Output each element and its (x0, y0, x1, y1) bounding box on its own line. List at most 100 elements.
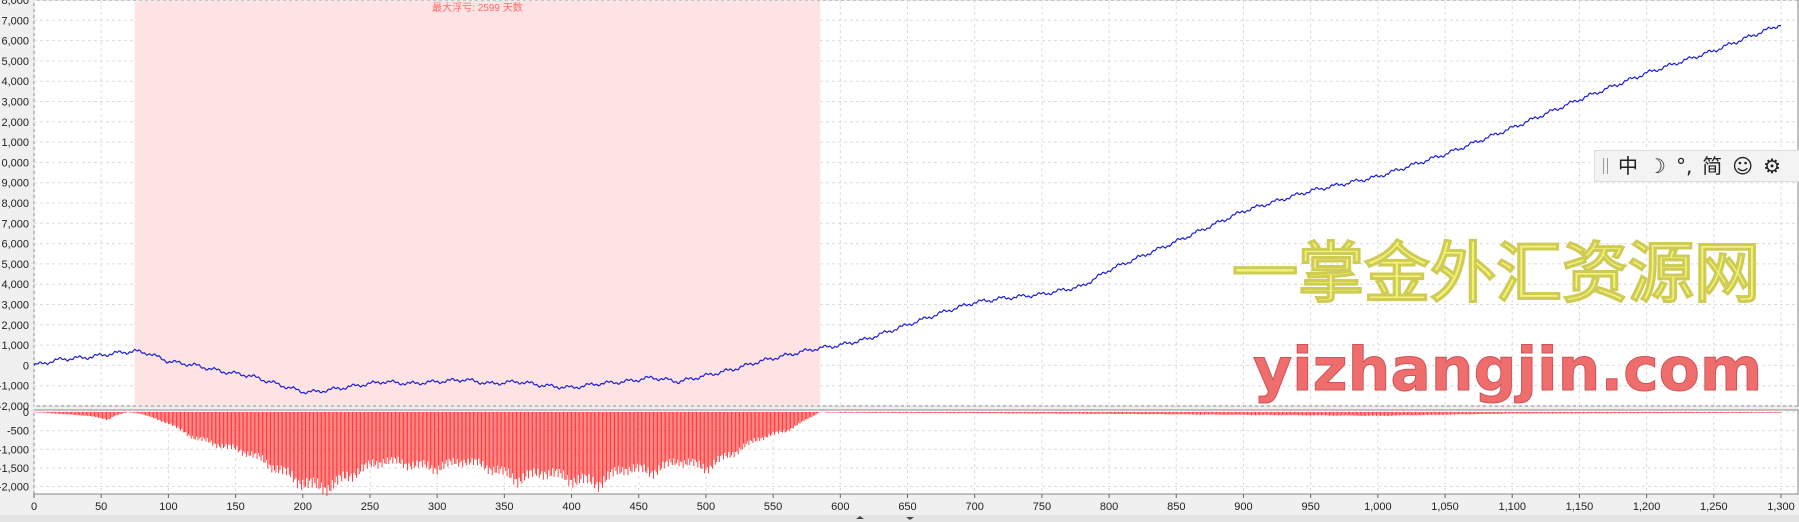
drawdown-bar (65, 412, 67, 415)
drawdown-bar (1686, 412, 1688, 413)
drawdown-bar (280, 412, 282, 466)
y-tick-label: -2,000 (0, 401, 29, 413)
drawdown-bar (1354, 412, 1356, 416)
drawdown-bar (782, 412, 783, 433)
drawdown-bar (1409, 412, 1411, 416)
simplified-icon[interactable]: 简 (1702, 154, 1723, 178)
drawdown-bar (88, 412, 90, 416)
drawdown-bar (1468, 412, 1470, 415)
drawdown-bar (1076, 412, 1078, 414)
drawdown-bar (474, 412, 476, 460)
drawdown-bar (270, 412, 271, 466)
drawdown-bar (205, 412, 207, 442)
drawdown-bar (735, 412, 736, 452)
drawdown-bar (1267, 412, 1269, 415)
drawdown-bar (1346, 412, 1348, 416)
drawdown-bar (276, 412, 278, 466)
drawdown-bar (1769, 412, 1771, 413)
drawdown-bar (405, 412, 407, 464)
drawdown-bar (1419, 412, 1420, 416)
drawdown-bar (1315, 412, 1317, 415)
drawdown-bar (1664, 412, 1666, 414)
drawdown-bar (1214, 412, 1216, 415)
horizontal-scrollbar[interactable] (0, 515, 1799, 522)
drawdown-bar (779, 412, 781, 431)
drawdown-bar (733, 412, 735, 458)
scroll-arrow-icon[interactable] (906, 517, 914, 520)
drawdown-bar (1513, 412, 1515, 414)
drawdown-bar (110, 412, 112, 419)
drawdown-bar (1079, 412, 1080, 414)
drawdown-bar (227, 412, 228, 449)
drawdown-bar (1740, 412, 1742, 413)
drawdown-bar (471, 412, 473, 458)
drawdown-bar (1389, 412, 1391, 416)
drawdown-bar (1435, 412, 1437, 415)
drawdown-bar (622, 412, 624, 468)
drawdown-bar (1642, 412, 1644, 414)
drawdown-bar (412, 412, 414, 462)
drawdown-bar (314, 412, 316, 483)
drawdown-bar (1036, 412, 1037, 414)
punctuation-icon[interactable]: °, (1675, 154, 1693, 178)
drawdown-bar (642, 412, 644, 473)
drawdown-bar (928, 412, 930, 414)
drawdown-bar (163, 412, 165, 423)
drawdown-bar (1115, 412, 1117, 415)
drawdown-bar (1077, 412, 1079, 414)
drawdown-bar (1498, 412, 1500, 414)
drawdown-bar (1210, 412, 1212, 415)
drawdown-bar (1233, 412, 1235, 415)
max-drawdown-label: 最大浮亏: 2599 天数 (432, 1, 523, 14)
settings-icon[interactable]: ⚙ (1763, 154, 1782, 178)
drawdown-bar (943, 412, 945, 414)
drawdown-bar (339, 412, 341, 476)
drawdown-bar (1253, 412, 1255, 415)
drawdown-bar (1268, 412, 1270, 415)
drawdown-bar (607, 412, 609, 472)
drawdown-bar (188, 412, 189, 435)
drawdown-bar (68, 412, 70, 415)
drawdown-bar (1146, 412, 1148, 415)
x-tick-label: 700 (966, 501, 984, 513)
drawdown-bar (1759, 412, 1760, 413)
drawdown-bar (128, 412, 130, 413)
drawdown-bar (1572, 412, 1574, 414)
drawdown-bar (341, 412, 343, 482)
drawdown-bar (1357, 412, 1359, 416)
drawdown-bar (979, 412, 981, 414)
drawdown-bar (529, 412, 531, 471)
drawdown-bar (1283, 412, 1285, 416)
drawdown-bar (1478, 412, 1480, 415)
drawdown-bar (878, 412, 880, 413)
drawdown-bar (1295, 412, 1297, 416)
drawdown-bar (331, 412, 333, 481)
emoji-icon[interactable]: ☺ (1732, 154, 1754, 178)
drawdown-bar (180, 412, 181, 431)
drawdown-bar (1482, 412, 1484, 414)
moon-icon[interactable]: ☽ (1648, 154, 1666, 178)
drawdown-bar (769, 412, 771, 436)
drawdown-bar (843, 412, 845, 413)
drawdown-bar (612, 412, 614, 477)
drawdown-bar (181, 412, 183, 429)
drawdown-bar (690, 412, 692, 462)
drawdown-bar (1381, 412, 1383, 416)
drawdown-bar (360, 412, 362, 472)
drawdown-bar (284, 412, 286, 469)
drawdown-bar (620, 412, 622, 473)
drawdown-bar (1148, 412, 1150, 415)
drawdown-bar (1397, 412, 1399, 416)
chinese-mode-icon[interactable]: 中 (1618, 154, 1638, 178)
y-tick-label: 7,000 (1, 15, 29, 27)
drawdown-bar (1562, 412, 1564, 414)
grip-icon[interactable] (1603, 158, 1608, 174)
drawdown-bar (728, 412, 730, 452)
drawdown-bar (1780, 412, 1782, 413)
drawdown-bar (424, 412, 426, 465)
drawdown-bar (1502, 412, 1504, 414)
drawdown-bar (718, 412, 720, 462)
drawdown-bar (967, 412, 969, 413)
drawdown-bar (927, 412, 929, 413)
scroll-thumb-icon[interactable] (856, 516, 864, 519)
